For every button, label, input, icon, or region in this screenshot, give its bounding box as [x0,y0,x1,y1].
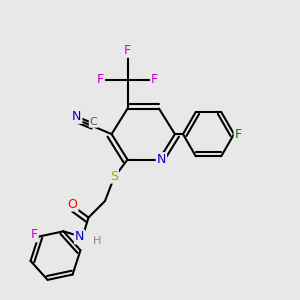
Text: F: F [151,73,158,86]
Text: F: F [97,73,104,86]
Text: O: O [68,197,77,211]
Text: C: C [90,117,98,127]
Text: N: N [72,110,82,123]
Text: F: F [235,128,242,141]
Text: N: N [157,153,166,166]
Text: F: F [31,228,38,241]
Text: H: H [93,236,101,246]
Text: S: S [110,169,118,183]
Text: F: F [124,44,131,57]
Text: N: N [75,230,84,244]
